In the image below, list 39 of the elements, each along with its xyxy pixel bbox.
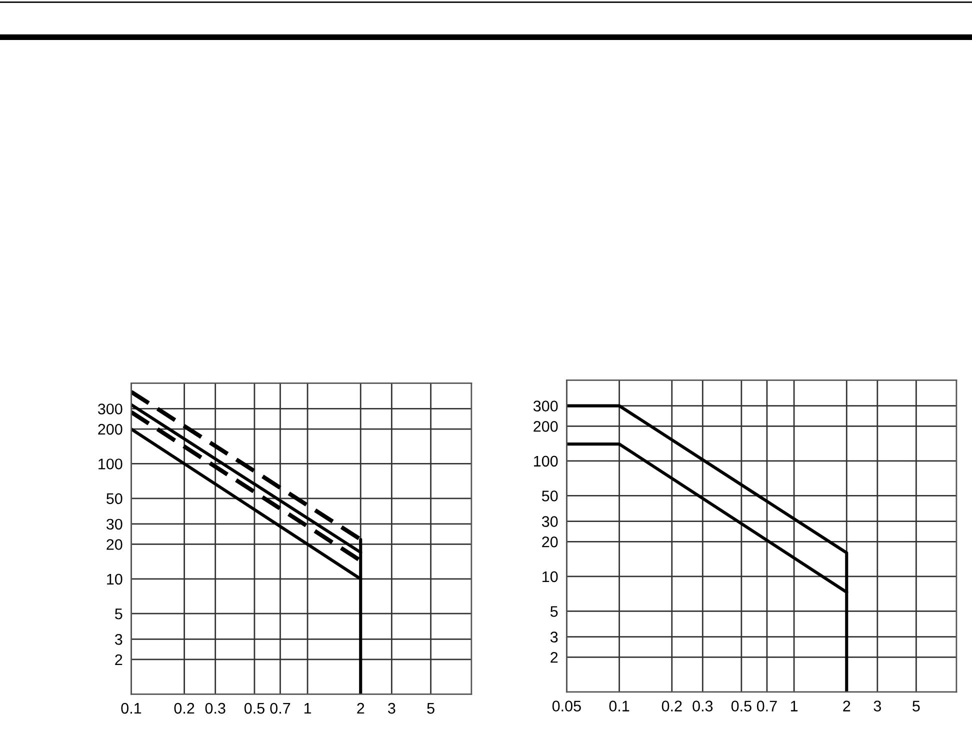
y-tick-label: 100: [534, 456, 558, 467]
x-tick-label: 2: [843, 700, 850, 712]
y-tick-label: 300: [98, 404, 122, 414]
x-tick-label: 0.05: [552, 700, 581, 712]
y-tick-label: 300: [533, 400, 558, 412]
y-tick-label: 200: [534, 421, 558, 432]
y-tick-label: 50: [106, 493, 122, 504]
y-tick-label: 5: [550, 606, 558, 617]
y-tick-label: 30: [106, 518, 122, 530]
x-tick-label: 0.3: [205, 702, 226, 714]
y-tick-label: 5: [115, 608, 122, 620]
y-tick-label: 50: [542, 490, 558, 502]
x-tick-label: 0.5: [731, 700, 752, 712]
x-tick-label: 1: [790, 700, 798, 712]
x-tick-label: 0.3: [692, 700, 713, 712]
x-tick-label: 0.1: [609, 700, 630, 712]
y-tick-label: 2: [550, 652, 558, 663]
x-tick-label: 0.2: [174, 702, 194, 714]
y-tick-label: 30: [542, 516, 558, 527]
x-tick-label: 0.7: [756, 700, 777, 712]
x-tick-label: 0.5: [244, 702, 264, 714]
x-tick-label: 0.1: [121, 702, 142, 714]
y-tick-label: 2: [115, 654, 122, 665]
x-tick-label: 1: [304, 703, 312, 714]
x-tick-label: 0.2: [662, 700, 682, 712]
x-tick-label: 0.7: [270, 702, 290, 714]
x-tick-label: 5: [427, 703, 434, 714]
x-tick-label: 5: [912, 700, 920, 712]
x-tick-label: 2: [357, 702, 364, 714]
y-tick-label: 3: [114, 634, 122, 645]
x-tick-label: 3: [388, 702, 396, 714]
y-tick-label: 3: [550, 632, 558, 642]
x-tick-label: 3: [874, 700, 881, 712]
y-tick-label: 10: [542, 571, 558, 582]
y-tick-label: 100: [98, 458, 122, 470]
y-tick-label: 20: [106, 539, 122, 550]
y-tick-label: 10: [107, 574, 122, 585]
y-tick-label: 200: [98, 424, 122, 435]
y-tick-label: 20: [542, 536, 558, 548]
